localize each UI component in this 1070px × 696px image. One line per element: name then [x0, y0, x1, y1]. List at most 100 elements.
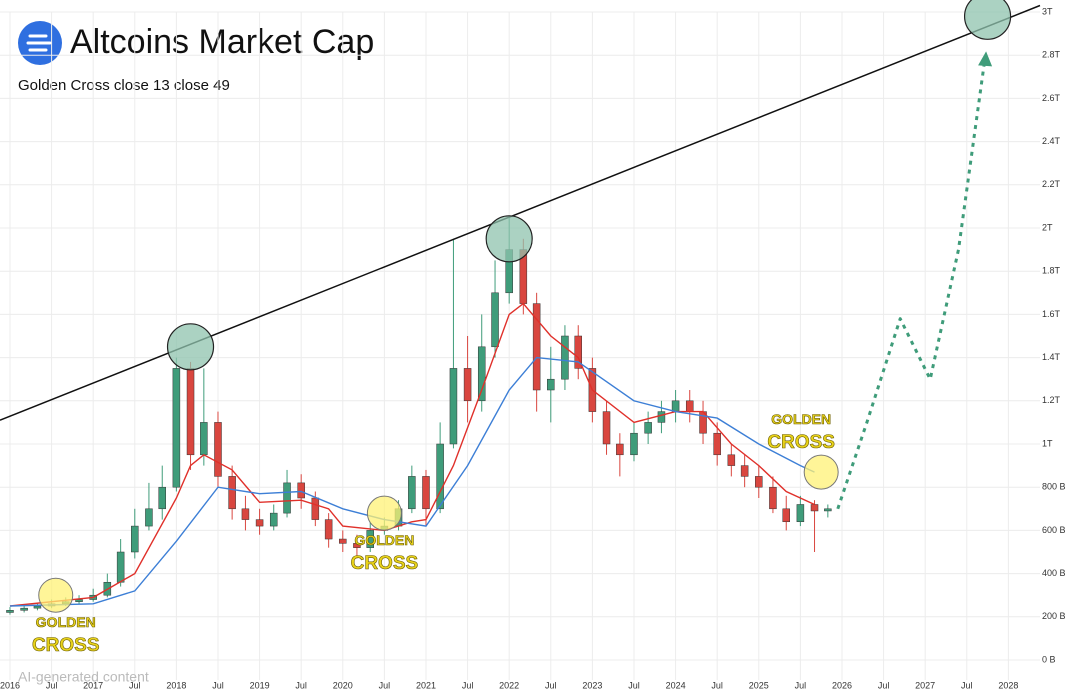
golden-cross-circle [366, 495, 402, 531]
candle-body [283, 482, 291, 514]
y-tick-label: 2.4T [1042, 136, 1061, 146]
x-tick-label: 2019 [250, 680, 270, 690]
candle-body [740, 465, 749, 477]
candle-body [158, 486, 166, 510]
y-tick-label: 0 B [1042, 654, 1056, 664]
x-tick-label: Jul [379, 680, 391, 690]
x-tick-label: Jul [961, 680, 973, 690]
y-tick-label: 2.6T [1042, 93, 1061, 103]
candle-body [228, 476, 236, 510]
x-tick-label: Jul [795, 680, 807, 690]
x-tick-label: Jul [545, 680, 557, 690]
y-tick-label: 800 B [1042, 482, 1066, 492]
ma-line [9, 302, 815, 607]
y-tick-label: 600 B [1042, 525, 1066, 535]
candle-body [436, 443, 444, 510]
candle-body [449, 368, 458, 445]
candle-body [644, 422, 652, 434]
golden-cross-label: GOLDEN [36, 614, 96, 630]
candle-body [547, 378, 555, 391]
candle-body [241, 508, 250, 520]
candle-body [339, 538, 347, 544]
x-tick-label: Jul [462, 680, 474, 690]
candle-body [769, 486, 777, 510]
candle-body [685, 400, 694, 412]
chart-subtitle: Golden Cross close 13 close 49 [18, 77, 230, 94]
candle-body [75, 599, 83, 602]
y-tick-label: 400 B [1042, 568, 1066, 578]
x-tick-label: Jul [711, 680, 723, 690]
golden-cross-label: CROSS [351, 553, 419, 574]
candle-body [33, 605, 42, 609]
golden-cross-label: GOLDEN [771, 411, 831, 427]
projection [836, 57, 987, 510]
projection-arrow [978, 51, 993, 67]
x-tick-label: 2021 [416, 680, 436, 690]
candle-body [671, 400, 680, 412]
y-tick-label: 1.8T [1042, 266, 1061, 276]
candle-body [200, 422, 208, 456]
candle-body [477, 346, 486, 402]
x-tick-label: Jul [46, 680, 58, 690]
chart-title: Altcoins Market Cap [70, 23, 374, 61]
logo-mark [26, 34, 52, 52]
peak-circle [963, 0, 1012, 40]
candle-body [269, 512, 278, 527]
peak-circle [166, 323, 215, 371]
candle-body [810, 504, 819, 512]
candle-body [713, 432, 721, 456]
candle-body [20, 607, 28, 611]
x-tick-label: 2022 [499, 680, 519, 690]
y-tick-label: 1.2T [1042, 395, 1061, 405]
golden-cross-label: CROSS [767, 432, 835, 453]
candle-body [353, 543, 361, 548]
candle-body [755, 476, 763, 488]
candle-body [324, 519, 333, 540]
y-tick-label: 2.2T [1042, 179, 1061, 189]
candle-body [311, 497, 320, 520]
x-tick-label: Jul [212, 680, 224, 690]
x-tick-label: 2024 [666, 680, 686, 690]
candle-body [630, 432, 638, 456]
peak-circle [485, 215, 533, 263]
candle-body [532, 303, 541, 391]
candle-body [172, 368, 181, 488]
y-tick-label: 3T [1042, 6, 1053, 16]
x-tick-label: 2018 [166, 680, 186, 690]
golden-cross-label: CROSS [32, 635, 100, 656]
ma-line [9, 356, 815, 607]
watermark: AI-generated content [18, 669, 149, 685]
x-tick-label: 2027 [915, 680, 935, 690]
y-tick-label: 2.8T [1042, 50, 1061, 60]
candle-body [116, 551, 125, 583]
x-tick-label: Jul [628, 680, 640, 690]
candle-body [186, 368, 195, 456]
candle-body [561, 335, 569, 380]
y-tick-label: 1.6T [1042, 309, 1061, 319]
candle-body [616, 443, 624, 456]
x-tick-label: 2020 [333, 680, 353, 690]
candle-body [463, 368, 472, 402]
candle-body [422, 476, 430, 510]
candle-body [408, 476, 416, 510]
candle-body [602, 411, 611, 445]
candle-body [796, 504, 805, 523]
x-tick-label: Jul [129, 680, 141, 690]
candle-body [255, 519, 264, 527]
candle-body [297, 482, 305, 499]
candle-body [782, 508, 790, 523]
candle-body [727, 454, 736, 466]
golden-cross-circle [803, 454, 839, 490]
y-tick-label: 1.4T [1042, 352, 1061, 362]
candle-body [6, 610, 14, 613]
candle-body [657, 411, 666, 423]
golden-cross-circle [38, 577, 74, 613]
y-tick-label: 1T [1042, 438, 1053, 448]
y-tick-label: 200 B [1042, 611, 1066, 621]
candle-body [574, 335, 582, 369]
x-tick-label: 2017 [83, 680, 103, 690]
candle-body [145, 508, 153, 527]
candle-body [214, 422, 222, 477]
